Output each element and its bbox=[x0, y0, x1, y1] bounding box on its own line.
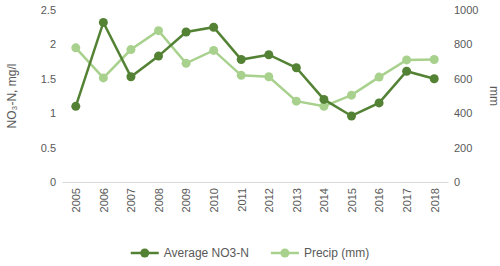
x-tick: 2018 bbox=[429, 182, 441, 212]
series-marker bbox=[209, 46, 218, 55]
x-tick: 2011 bbox=[236, 182, 248, 212]
legend-item: Precip (mm) bbox=[271, 246, 369, 260]
x-tick: 2013 bbox=[291, 182, 303, 212]
x-tick: 2005 bbox=[70, 182, 82, 212]
tick-label: 1.5 bbox=[41, 73, 56, 85]
series-marker bbox=[71, 102, 80, 111]
tick-label: 2013 bbox=[291, 188, 303, 212]
x-tick: 2008 bbox=[153, 182, 165, 212]
series-marker bbox=[99, 73, 108, 82]
legend-item: Average NO3-N bbox=[131, 246, 249, 260]
series-marker bbox=[430, 74, 439, 83]
tick-label: 1 bbox=[50, 107, 56, 119]
series-line bbox=[76, 22, 434, 116]
series-marker bbox=[182, 59, 191, 68]
series-marker bbox=[71, 43, 80, 52]
x-tick: 2010 bbox=[208, 182, 220, 212]
series-marker bbox=[264, 50, 273, 59]
y2-tick: 400 bbox=[448, 107, 472, 119]
tick-label: 0 bbox=[50, 176, 56, 188]
chart: 2005200620072008200920102011201220132014… bbox=[0, 0, 500, 266]
tick-label: 0 bbox=[454, 176, 460, 188]
tick-label: 2014 bbox=[318, 188, 330, 212]
x-tick: 2015 bbox=[346, 182, 358, 212]
tick-label: 2009 bbox=[180, 188, 192, 212]
legend-label: Average NO3-N bbox=[164, 246, 249, 260]
tick-label: 2016 bbox=[373, 188, 385, 212]
tick-label: 2018 bbox=[429, 188, 441, 212]
tick-label: 2008 bbox=[153, 188, 165, 212]
tick-label: 600 bbox=[454, 73, 472, 85]
series-marker bbox=[375, 98, 384, 107]
legend-marker bbox=[140, 249, 149, 258]
tick-label: 2011 bbox=[236, 188, 248, 212]
series-line bbox=[76, 31, 434, 107]
series-marker bbox=[347, 91, 356, 100]
tick-label: 0.5 bbox=[41, 142, 56, 154]
series-marker bbox=[319, 95, 328, 104]
y2-axis-title: mm bbox=[487, 86, 500, 106]
series-marker bbox=[292, 97, 301, 106]
axis-line bbox=[62, 11, 63, 183]
legend-marker bbox=[280, 249, 289, 258]
legend-label: Precip (mm) bbox=[304, 246, 369, 260]
legend: Average NO3-N Precip (mm) bbox=[131, 246, 370, 260]
y-tick: 0.5 bbox=[41, 142, 62, 154]
y-tick: 2 bbox=[50, 38, 62, 50]
y-axis-title: NO₃-N, mg/l bbox=[5, 64, 19, 129]
x-tick: 2009 bbox=[180, 182, 192, 212]
tick-label: 1000 bbox=[454, 4, 478, 16]
y2-axis: 0 200 400 600 800 1000 bbox=[448, 4, 478, 188]
series-marker bbox=[154, 52, 163, 61]
series-marker bbox=[375, 73, 384, 82]
series-marker bbox=[264, 72, 273, 81]
tick-label: 2 bbox=[50, 38, 56, 50]
series-marker bbox=[237, 55, 246, 64]
y2-tick: 600 bbox=[448, 73, 472, 85]
series-marker bbox=[402, 55, 411, 64]
tick-label: 2006 bbox=[98, 188, 110, 212]
y-axis: 0 0.5 1 1.5 2 2.5 bbox=[41, 4, 63, 188]
series-marker bbox=[154, 26, 163, 35]
x-tick: 2006 bbox=[98, 182, 110, 212]
tick-label: 200 bbox=[454, 142, 472, 154]
y2-tick: 1000 bbox=[448, 4, 478, 16]
series-marker bbox=[237, 71, 246, 80]
x-tick: 2007 bbox=[125, 182, 137, 212]
axis-line bbox=[63, 182, 449, 183]
x-axis: 2005 2006 2007 2008 2009 2010 2011 2012 2013 2014… bbox=[63, 182, 449, 212]
y2-tick: 800 bbox=[448, 38, 472, 50]
series-marker bbox=[182, 28, 191, 37]
tick-label: 2007 bbox=[125, 188, 137, 212]
series-marker bbox=[430, 55, 439, 64]
tick-label: 400 bbox=[454, 107, 472, 119]
y2-tick: 200 bbox=[448, 142, 472, 154]
y-tick: 1.5 bbox=[41, 73, 62, 85]
axis-line bbox=[448, 11, 449, 183]
series-marker bbox=[347, 111, 356, 120]
x-tick: 2012 bbox=[263, 182, 275, 212]
series-marker bbox=[209, 23, 218, 32]
series-marker bbox=[292, 63, 301, 72]
x-tick: 2017 bbox=[401, 182, 413, 212]
tick-label: 2015 bbox=[346, 188, 358, 212]
tick-label: 2017 bbox=[401, 188, 413, 212]
tick-label: 800 bbox=[454, 38, 472, 50]
y-tick: 0 bbox=[50, 176, 62, 188]
plot-area: 2005200620072008200920102011201220132014… bbox=[41, 4, 479, 212]
series-marker bbox=[126, 72, 135, 81]
y-tick: 2.5 bbox=[41, 4, 62, 16]
series-group bbox=[71, 18, 438, 121]
y2-tick: 0 bbox=[448, 176, 460, 188]
tick-label: 2.5 bbox=[41, 4, 56, 16]
x-tick: 2014 bbox=[318, 182, 330, 212]
tick-label: 2010 bbox=[208, 188, 220, 212]
x-tick: 2016 bbox=[373, 182, 385, 212]
y-tick: 1 bbox=[50, 107, 62, 119]
series-marker bbox=[126, 45, 135, 54]
tick-label: 2012 bbox=[263, 188, 275, 212]
series-marker bbox=[99, 18, 108, 27]
tick-label: 2005 bbox=[70, 188, 82, 212]
series-marker bbox=[402, 67, 411, 76]
